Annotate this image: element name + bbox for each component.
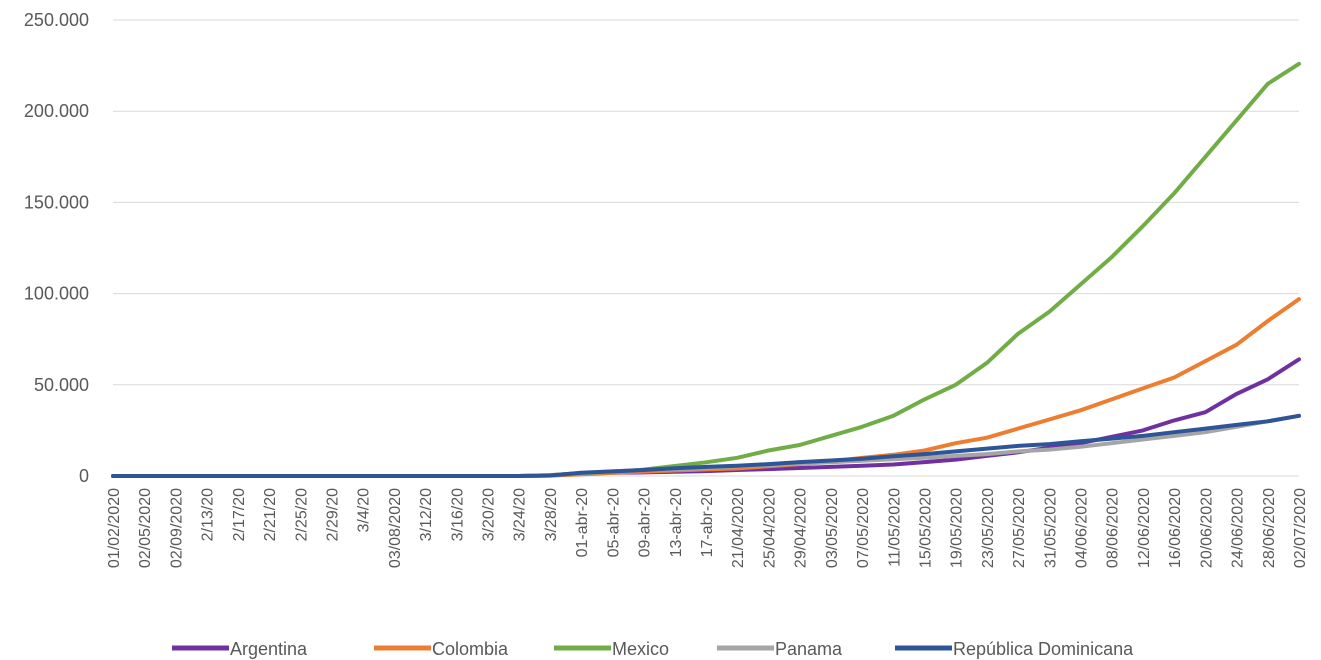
legend-label: República Dominicana [953, 639, 1134, 659]
x-tick-label: 25/04/2020 [761, 488, 778, 568]
x-tick-label: 03/08/2020 [387, 488, 404, 568]
x-tick-label: 07/05/2020 [855, 488, 872, 568]
x-tick-label: 01/02/2020 [106, 488, 123, 568]
x-tick-label: 12/06/2020 [1136, 488, 1153, 568]
x-tick-label: 09-abr-20 [637, 488, 654, 557]
x-tick-label: 11/05/2020 [886, 488, 903, 567]
y-axis-tick-labels: 0 50.000 100.000 150.000 200.000 250.000 [24, 10, 89, 486]
x-tick-label: 20/06/2020 [1198, 488, 1215, 568]
legend-label: Mexico [612, 639, 669, 659]
x-tick-label: 2/21/20 [262, 488, 279, 541]
x-tick-label: 17-abr-20 [699, 488, 716, 557]
x-tick-label: 29/04/2020 [793, 488, 810, 568]
x-tick-label: 16/06/2020 [1167, 488, 1184, 568]
series-line-argentina [111, 357, 1301, 478]
x-tick-label: 3/24/20 [512, 488, 529, 541]
x-tick-label: 02/05/2020 [137, 488, 154, 568]
x-tick-label: 03/05/2020 [824, 488, 841, 568]
legend: Argentina Colombia Mexico Panama República D… [172, 639, 1134, 659]
y-tick-label: 0 [79, 466, 89, 486]
series-line-mexico [111, 61, 1301, 478]
x-tick-label: 02/09/2020 [168, 488, 185, 568]
x-tick-label: 01-abr-20 [574, 488, 591, 557]
series-line-república-dominicana [111, 413, 1301, 478]
legend-label: Colombia [432, 639, 509, 659]
x-tick-label: 3/20/20 [481, 488, 498, 541]
x-tick-label: 2/29/20 [324, 488, 341, 541]
x-tick-label: 23/05/2020 [980, 488, 997, 568]
x-tick-label: 08/06/2020 [1105, 488, 1122, 568]
x-tick-label: 15/05/2020 [917, 488, 934, 568]
x-tick-label: 3/12/20 [418, 488, 435, 541]
y-tick-label: 150.000 [24, 192, 89, 212]
x-tick-label: 04/06/2020 [1074, 488, 1091, 568]
x-tick-label: 28/06/2020 [1261, 488, 1278, 568]
x-tick-label: 3/4/20 [356, 488, 373, 533]
x-tick-label: 2/25/20 [293, 488, 310, 541]
x-tick-label: 31/05/2020 [1042, 488, 1059, 568]
y-tick-label: 100.000 [24, 284, 89, 304]
legend-label: Argentina [230, 639, 308, 659]
y-tick-label: 200.000 [24, 101, 89, 121]
y-tick-label: 50.000 [34, 375, 89, 395]
x-tick-label: 21/04/2020 [730, 488, 747, 568]
x-tick-label: 3/28/20 [543, 488, 560, 541]
x-axis-tick-labels: 01/02/2020 02/05/2020 02/09/2020 2/13/20 2/1… [106, 488, 1309, 568]
x-tick-label: 3/16/20 [449, 488, 466, 541]
x-tick-label: 05-abr-20 [605, 488, 622, 557]
x-tick-label: 2/17/20 [231, 488, 248, 541]
x-tick-label: 2/13/20 [200, 488, 217, 541]
x-tick-label: 13-abr-20 [668, 488, 685, 557]
y-tick-label: 250.000 [24, 10, 89, 30]
x-tick-label: 02/07/2020 [1292, 488, 1309, 568]
x-tick-label: 24/06/2020 [1230, 488, 1247, 568]
series-lines [111, 61, 1301, 478]
series-line-colombia [111, 297, 1301, 478]
x-tick-label: 27/05/2020 [1011, 488, 1028, 568]
legend-label: Panama [775, 639, 843, 659]
x-tick-label: 19/05/2020 [949, 488, 966, 568]
